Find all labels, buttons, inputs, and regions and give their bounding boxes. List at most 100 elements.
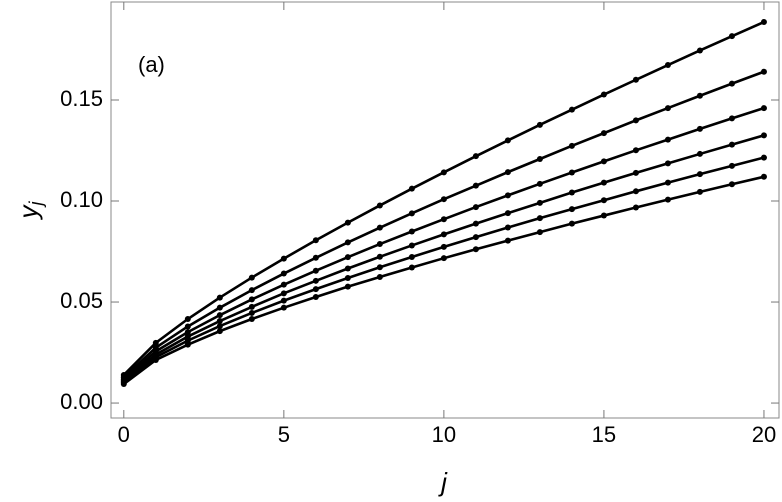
data-point: [760, 154, 767, 161]
data-point: [440, 169, 447, 176]
data-point: [376, 224, 383, 231]
data-point: [504, 237, 511, 244]
data-point: [728, 33, 735, 40]
y-tick-label: 0.15: [60, 86, 103, 111]
data-point: [408, 210, 415, 217]
data-point: [632, 76, 639, 83]
x-tick-label: 5: [278, 422, 290, 447]
data-point: [312, 286, 319, 293]
data-point: [216, 304, 223, 311]
data-point: [376, 273, 383, 280]
data-point: [760, 173, 767, 180]
data-point: [408, 228, 415, 235]
data-point: [568, 169, 575, 176]
data-point: [248, 274, 255, 281]
data-point: [312, 254, 319, 261]
data-point: [152, 339, 159, 346]
data-point: [568, 189, 575, 196]
data-point: [600, 179, 607, 186]
y-tick-label: 0.05: [60, 288, 103, 313]
data-point: [440, 216, 447, 223]
data-point: [664, 105, 671, 112]
series-line: [122, 106, 765, 381]
data-point: [216, 318, 223, 325]
series-line: [123, 175, 765, 386]
data-point: [760, 19, 767, 26]
data-point: [280, 297, 287, 304]
data-point: [760, 132, 767, 139]
data-point: [632, 188, 639, 195]
data-point: [376, 264, 383, 271]
y-tick-label: 0.10: [60, 187, 103, 212]
data-point: [632, 169, 639, 176]
data-point: [248, 303, 255, 310]
data-point: [408, 242, 415, 249]
series-line: [122, 156, 765, 384]
y-tick-label: 0.00: [60, 389, 103, 414]
data-point: [760, 105, 767, 112]
data-point: [696, 188, 703, 195]
data-point: [664, 62, 671, 69]
data-point: [344, 254, 351, 261]
data-point: [184, 341, 191, 348]
data-point: [280, 281, 287, 288]
data-point: [344, 219, 351, 226]
data-point: [280, 290, 287, 297]
data-point: [600, 212, 607, 219]
data-point: [376, 202, 383, 209]
data-point: [440, 196, 447, 203]
data-point: [312, 293, 319, 300]
data-point: [216, 328, 223, 335]
data-point: [696, 171, 703, 178]
x-tick-label: 20: [752, 422, 776, 447]
data-point: [440, 243, 447, 250]
data-point: [568, 206, 575, 213]
data-point: [440, 231, 447, 238]
data-point: [344, 283, 351, 290]
data-point: [632, 117, 639, 124]
data-point: [152, 357, 159, 364]
data-point: [600, 91, 607, 98]
data-point: [664, 179, 671, 186]
data-point: [312, 277, 319, 284]
y-axis-label-main: y: [13, 204, 43, 221]
y-axis-label: yj: [13, 201, 46, 221]
x-tick-label: 0: [118, 422, 130, 447]
data-point: [216, 323, 223, 330]
plot-frame: [110, 1, 780, 419]
data-point: [696, 92, 703, 99]
data-point: [504, 137, 511, 144]
data-point: [504, 224, 511, 231]
data-point: [216, 312, 223, 319]
data-point: [536, 121, 543, 128]
data-point: [632, 204, 639, 211]
data-point: [600, 158, 607, 165]
data-point: [728, 115, 735, 122]
data-point: [504, 192, 511, 199]
data-point: [344, 265, 351, 272]
x-tick-label: 10: [432, 422, 456, 447]
data-point: [184, 316, 191, 323]
data-point: [408, 185, 415, 192]
x-axis-label: j: [438, 467, 448, 497]
data-point: [312, 237, 319, 244]
data-point: [536, 215, 543, 222]
data-point: [472, 204, 479, 211]
data-point: [472, 246, 479, 253]
data-point: [600, 130, 607, 137]
data-point: [280, 304, 287, 311]
data-point: [696, 47, 703, 54]
data-point: [696, 150, 703, 157]
data-point: [536, 155, 543, 162]
data-point: [696, 125, 703, 132]
data-point: [536, 229, 543, 236]
data-point: [280, 270, 287, 277]
data-point: [760, 68, 767, 75]
data-point: [248, 287, 255, 294]
data-point: [664, 160, 671, 167]
data-point: [280, 255, 287, 262]
data-point: [184, 329, 191, 336]
data-point: [344, 274, 351, 281]
data-point: [632, 147, 639, 154]
